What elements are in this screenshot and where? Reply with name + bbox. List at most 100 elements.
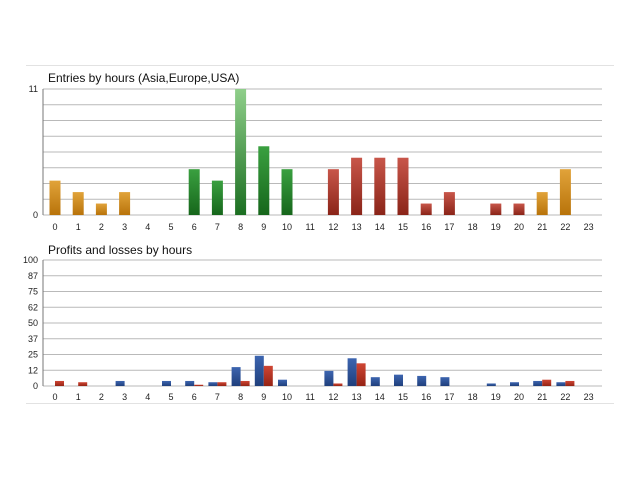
profits-x-tick-label: 13: [352, 392, 362, 402]
entries-x-tick-label: 12: [328, 222, 338, 232]
profits-x-tick-label: 3: [122, 392, 127, 402]
profits-x-tick-label: 1: [76, 392, 81, 402]
loss-bar: [356, 363, 366, 386]
profit-bar: [440, 377, 450, 386]
entries-bar: [420, 203, 432, 215]
profits-y-tick-label: 75: [28, 287, 38, 297]
profit-bar: [254, 355, 264, 386]
profit-bar: [115, 380, 125, 386]
loss-bar: [194, 384, 204, 386]
loss-bar: [217, 382, 227, 386]
entries-y-tick-label: 0: [33, 210, 38, 220]
profits-x-tick-label: 10: [282, 392, 292, 402]
profit-bar: [370, 377, 380, 386]
profits-x-tick-label: 11: [306, 392, 315, 402]
loss-bar: [565, 380, 575, 386]
profit-bar: [185, 380, 195, 386]
entries-bar: [513, 203, 525, 215]
entries-bar: [95, 203, 107, 215]
entries-x-tick-label: 20: [514, 222, 524, 232]
profits-y-tick-label: 12: [28, 365, 38, 375]
profit-bar: [486, 383, 496, 386]
entries-bar: [211, 180, 223, 215]
top-divider: [26, 65, 614, 66]
profits-x-tick-label: 22: [560, 392, 570, 402]
loss-bar: [263, 365, 273, 386]
profits-x-tick-label: 6: [192, 392, 197, 402]
profits-chart-title: Profits and losses by hours: [48, 243, 193, 257]
loss-bar: [542, 379, 552, 386]
profits-y-tick-label: 25: [28, 350, 38, 360]
entries-x-tick-label: 2: [99, 222, 104, 232]
entries-bar: [536, 192, 548, 215]
profits-x-tick-label: 15: [398, 392, 408, 402]
entries-x-tick-label: 8: [238, 222, 243, 232]
profit-bar: [324, 370, 334, 386]
profits-x-tick-label: 14: [375, 392, 385, 402]
entries-x-tick-label: 18: [468, 222, 478, 232]
profit-bar: [533, 380, 543, 386]
entries-x-tick-label: 22: [560, 222, 570, 232]
entries-bar: [327, 169, 339, 215]
bottom-divider: [26, 403, 614, 404]
profit-bar: [417, 375, 427, 386]
entries-x-tick-label: 7: [215, 222, 220, 232]
entries-x-tick-label: 16: [421, 222, 431, 232]
profit-bar: [510, 382, 519, 386]
entries-x-tick-label: 15: [398, 222, 408, 232]
entries-chart-title: Entries by hours (Asia,Europe,USA): [48, 71, 240, 85]
loss-bar: [55, 380, 64, 386]
profits-y-tick-label: 62: [28, 302, 38, 312]
entries-x-tick-label: 0: [52, 222, 57, 232]
profits-x-tick-label: 2: [99, 392, 104, 402]
profits-y-tick-label: 87: [28, 271, 38, 281]
entries-bar: [559, 169, 571, 215]
entries-x-tick-label: 23: [584, 222, 594, 232]
entries-x-tick-label: 6: [192, 222, 197, 232]
profits-y-tick-label: 37: [28, 334, 38, 344]
profits-x-tick-label: 9: [261, 392, 266, 402]
entries-x-tick-label: 19: [491, 222, 501, 232]
entries-bar: [281, 169, 293, 215]
entries-x-tick-label: 1: [76, 222, 81, 232]
entries-bar: [235, 89, 247, 215]
profit-bar: [208, 382, 218, 386]
profits-y-tick-label: 50: [28, 318, 38, 328]
profit-bar: [394, 374, 403, 386]
entries-y-tick-label: 11: [29, 84, 38, 94]
entries-x-tick-label: 3: [122, 222, 127, 232]
entries-bar: [397, 157, 409, 215]
entries-x-tick-label: 4: [145, 222, 150, 232]
profits-x-tick-label: 4: [145, 392, 150, 402]
profit-bar: [556, 382, 566, 386]
profit-bar: [278, 379, 287, 386]
entries-bar: [119, 192, 131, 215]
entries-x-tick-label: 10: [282, 222, 292, 232]
entries-bar: [490, 203, 502, 215]
profits-x-tick-label: 5: [168, 392, 173, 402]
loss-bar: [333, 383, 343, 386]
entries-x-tick-label: 13: [352, 222, 362, 232]
profits-x-tick-label: 20: [514, 392, 524, 402]
profits-y-tick-label: 100: [23, 255, 38, 265]
profit-bar: [162, 380, 171, 386]
entries-bar: [49, 180, 61, 215]
loss-bar: [240, 380, 250, 386]
profits-x-tick-label: 17: [444, 392, 454, 402]
profits-x-tick-label: 23: [584, 392, 594, 402]
entries-x-tick-label: 21: [537, 222, 547, 232]
profits-x-tick-label: 19: [491, 392, 501, 402]
profits-x-tick-label: 18: [468, 392, 478, 402]
entries-x-tick-label: 17: [444, 222, 454, 232]
profits-x-tick-label: 8: [238, 392, 243, 402]
profits-x-tick-label: 0: [52, 392, 57, 402]
profits-y-tick-label: 0: [33, 381, 38, 391]
entries-bar: [443, 192, 455, 215]
profits-x-tick-label: 16: [421, 392, 431, 402]
entries-bar: [258, 146, 270, 215]
entries-bar: [72, 192, 84, 215]
entries-x-tick-label: 5: [168, 222, 173, 232]
